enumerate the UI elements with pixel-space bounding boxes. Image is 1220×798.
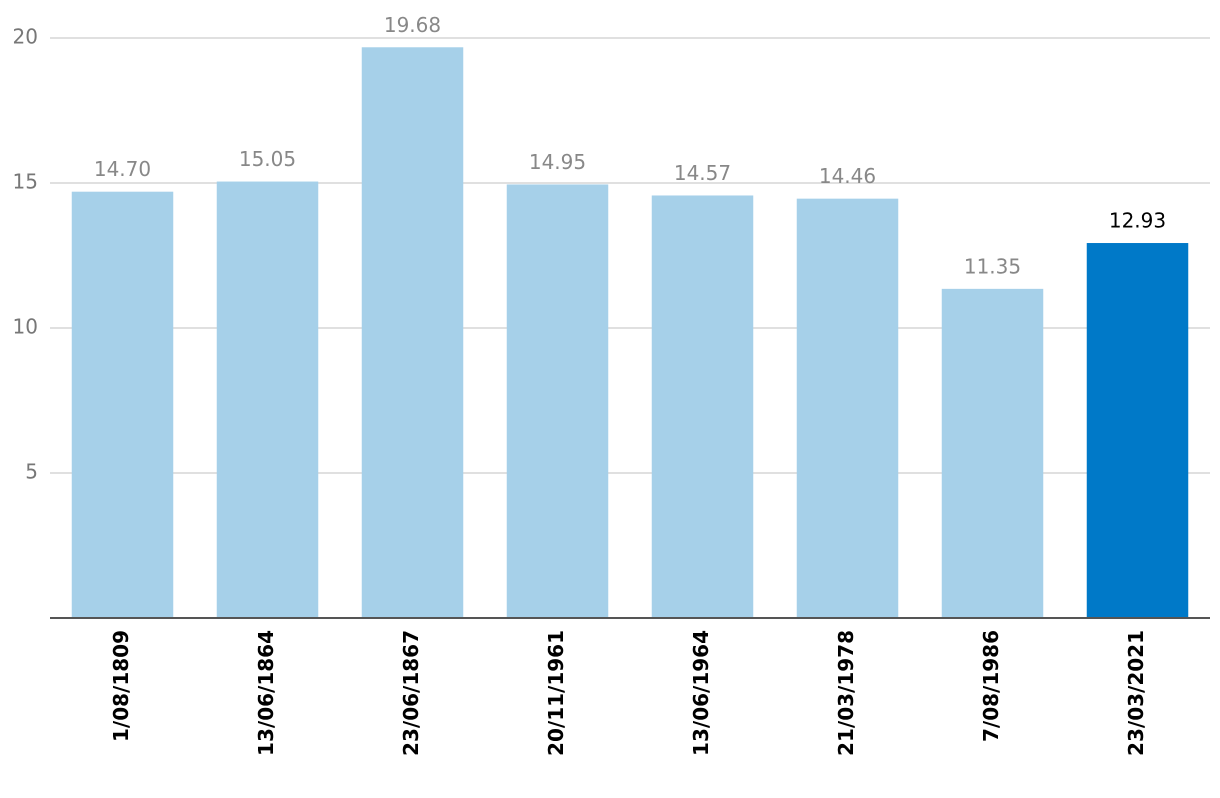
bar (796, 198, 899, 618)
bar (941, 288, 1044, 618)
bar (651, 195, 754, 618)
bar (216, 181, 319, 619)
x-tick-label: 23/03/2021 (1124, 630, 1148, 756)
bar (506, 184, 609, 618)
value-label: 12.93 (1109, 209, 1166, 233)
x-tick-label: 13/06/1864 (254, 630, 278, 756)
value-label: 14.95 (529, 150, 586, 174)
x-tick-label: 20/11/1961 (544, 630, 568, 756)
x-tick-label: 21/03/1978 (834, 630, 858, 756)
x-tick-label: 13/06/1964 (689, 630, 713, 756)
value-label: 14.46 (819, 164, 876, 188)
value-label: 14.57 (674, 161, 731, 185)
value-label: 14.70 (94, 157, 151, 181)
y-tick-label: 15 (13, 170, 38, 194)
value-label: 19.68 (384, 13, 441, 37)
value-label: 15.05 (239, 147, 296, 171)
bar (361, 47, 464, 618)
bar (71, 191, 174, 618)
y-tick-label: 10 (13, 315, 38, 339)
x-tick-label: 23/06/1867 (399, 630, 423, 756)
x-tick-label: 1/08/1809 (109, 630, 133, 742)
value-label: 11.35 (964, 254, 1021, 278)
x-tick-label: 7/08/1986 (979, 630, 1003, 742)
y-tick-label: 5 (25, 460, 38, 484)
y-tick-label: 20 (13, 25, 38, 49)
bar (1086, 243, 1189, 618)
